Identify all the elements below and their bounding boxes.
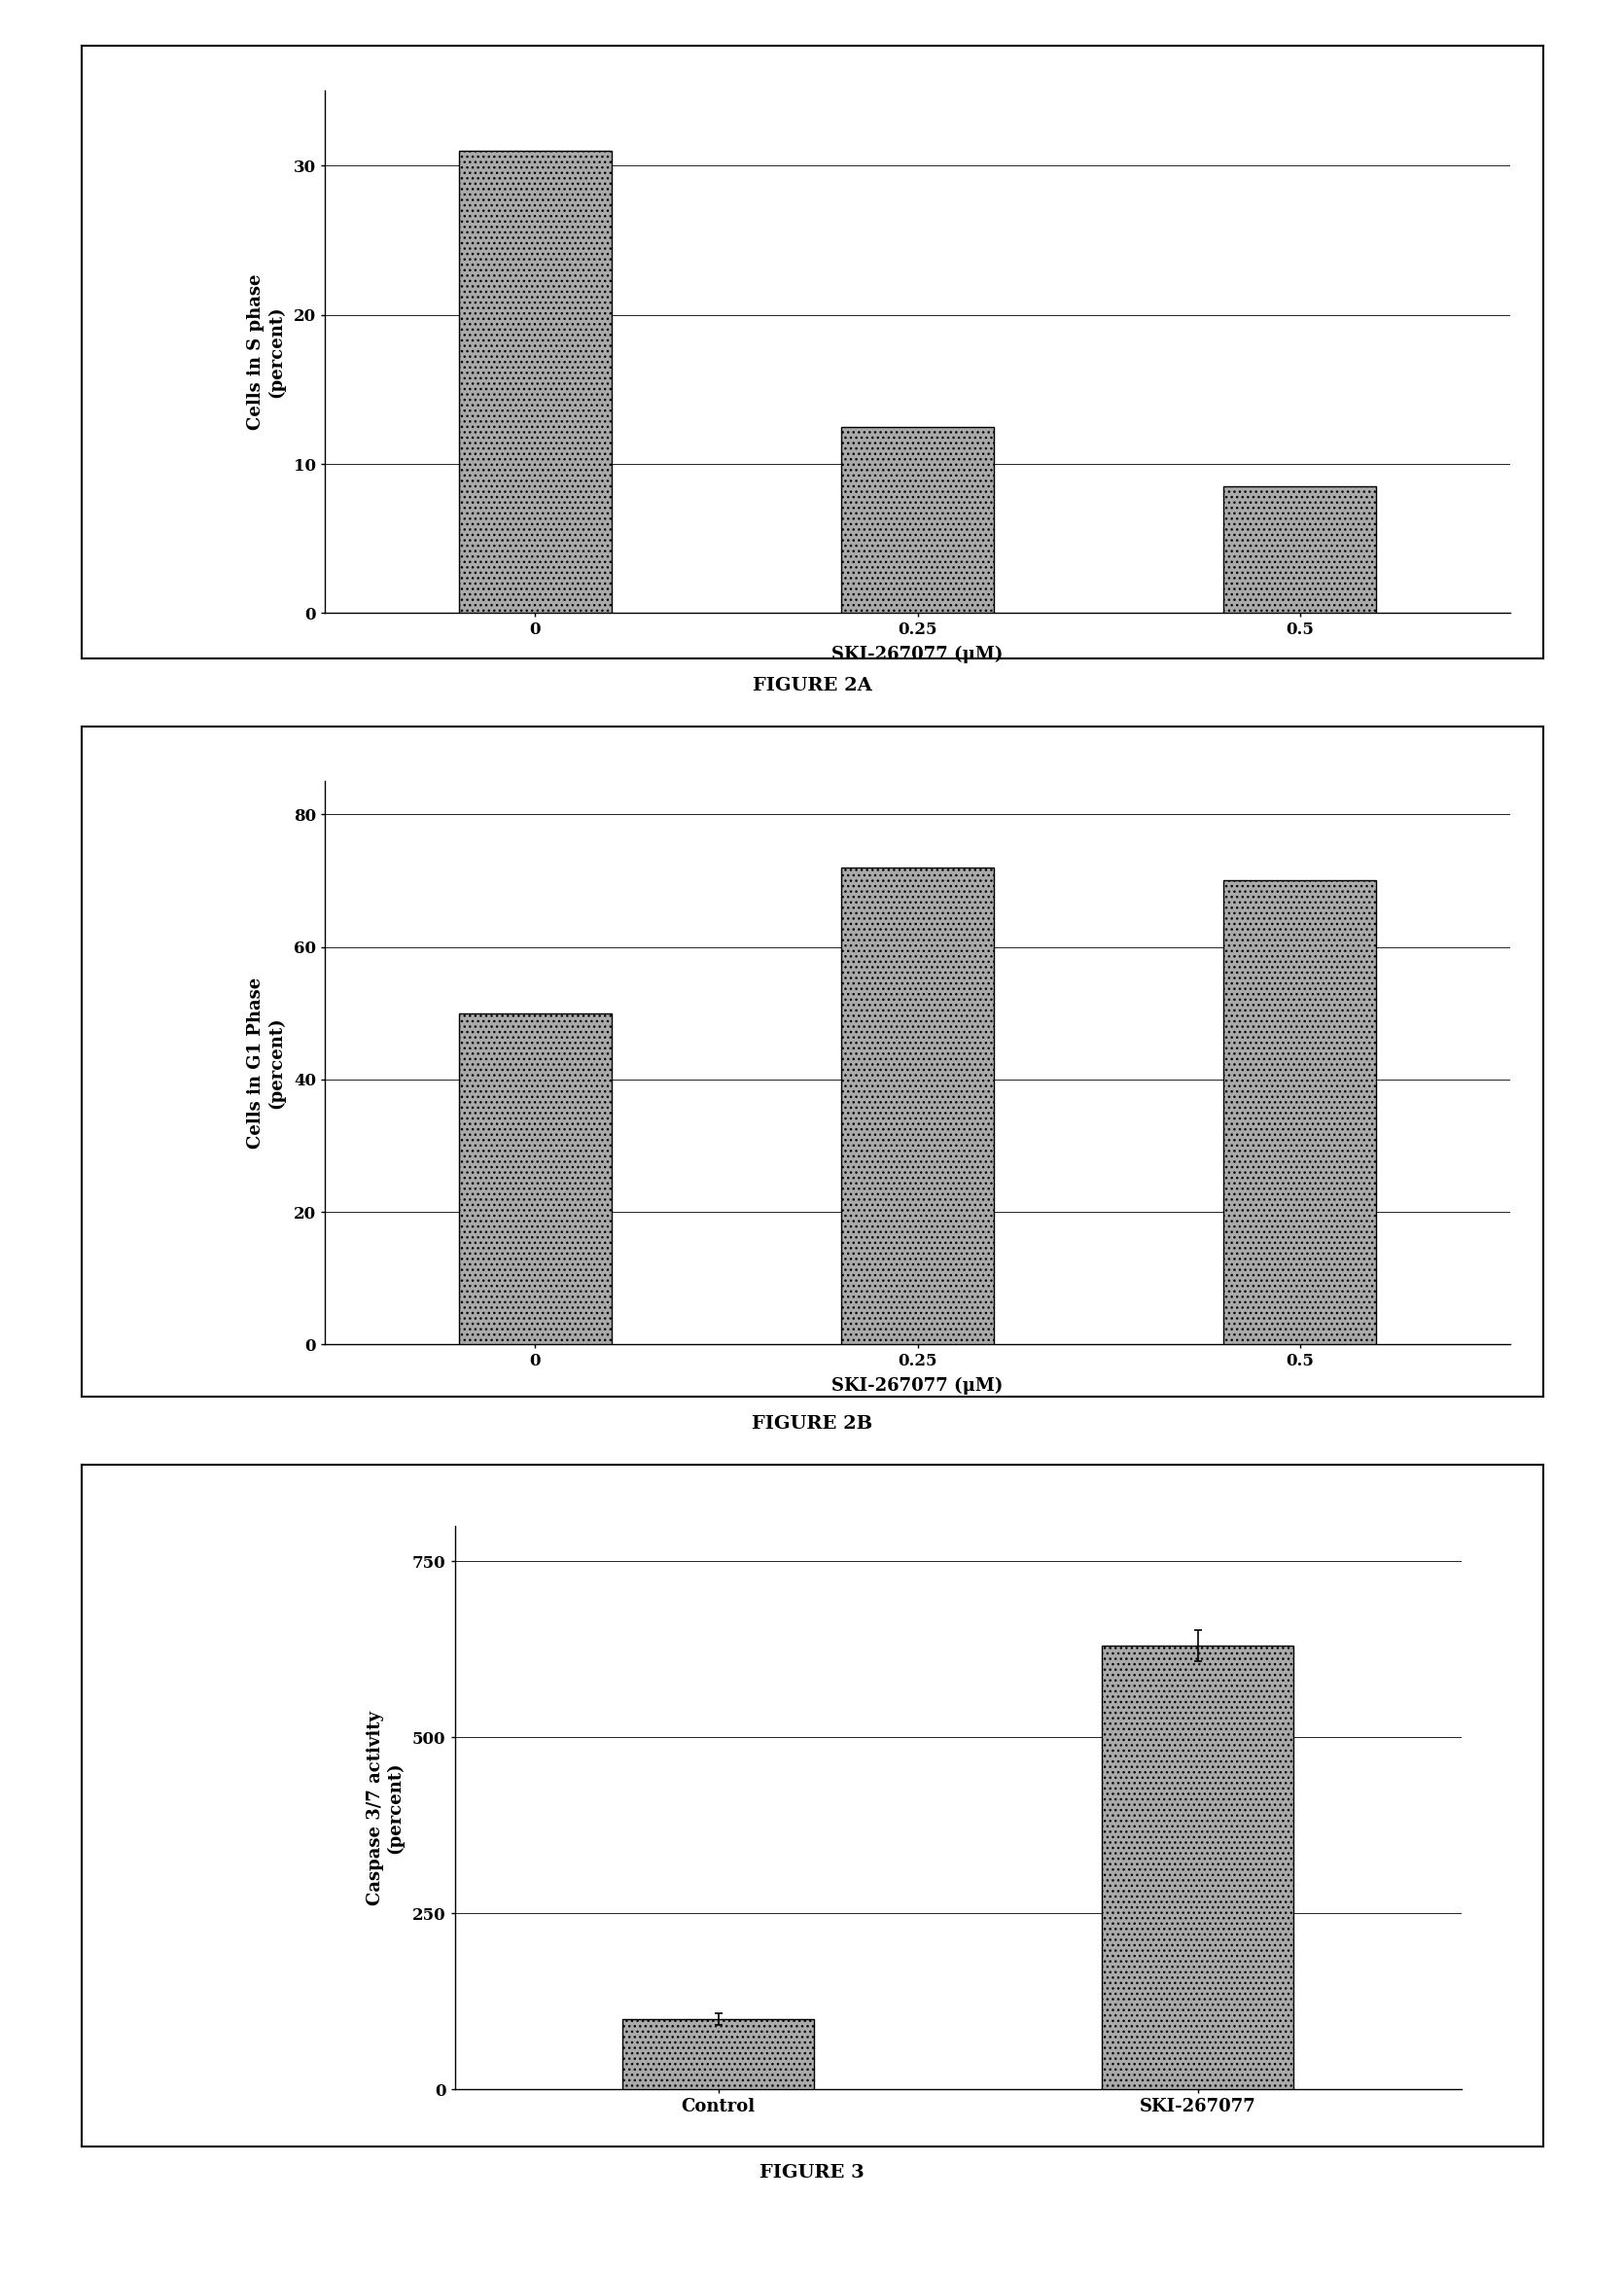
Text: FIGURE 3: FIGURE 3 [760,2164,864,2182]
Bar [1103,1646,1294,2089]
Bar [622,2019,814,2089]
Bar [458,150,612,613]
Text: FIGURE 2B: FIGURE 2B [752,1415,872,1433]
Bar [841,868,994,1344]
Bar [841,427,994,613]
Bar [1223,486,1377,613]
X-axis label: SKI-267077 (μM): SKI-267077 (μM) [831,645,1004,663]
Y-axis label: Cells in S phase
(percent): Cells in S phase (percent) [247,275,286,429]
Y-axis label: Cells in G1 Phase
(percent): Cells in G1 Phase (percent) [247,977,286,1149]
Y-axis label: Caspase 3/7 activity
(percent): Caspase 3/7 activity (percent) [365,1710,404,1905]
Bar [458,1013,612,1344]
Bar [1223,881,1377,1344]
Text: FIGURE 2A: FIGURE 2A [752,677,872,695]
X-axis label: SKI-267077 (μM): SKI-267077 (μM) [831,1376,1004,1394]
